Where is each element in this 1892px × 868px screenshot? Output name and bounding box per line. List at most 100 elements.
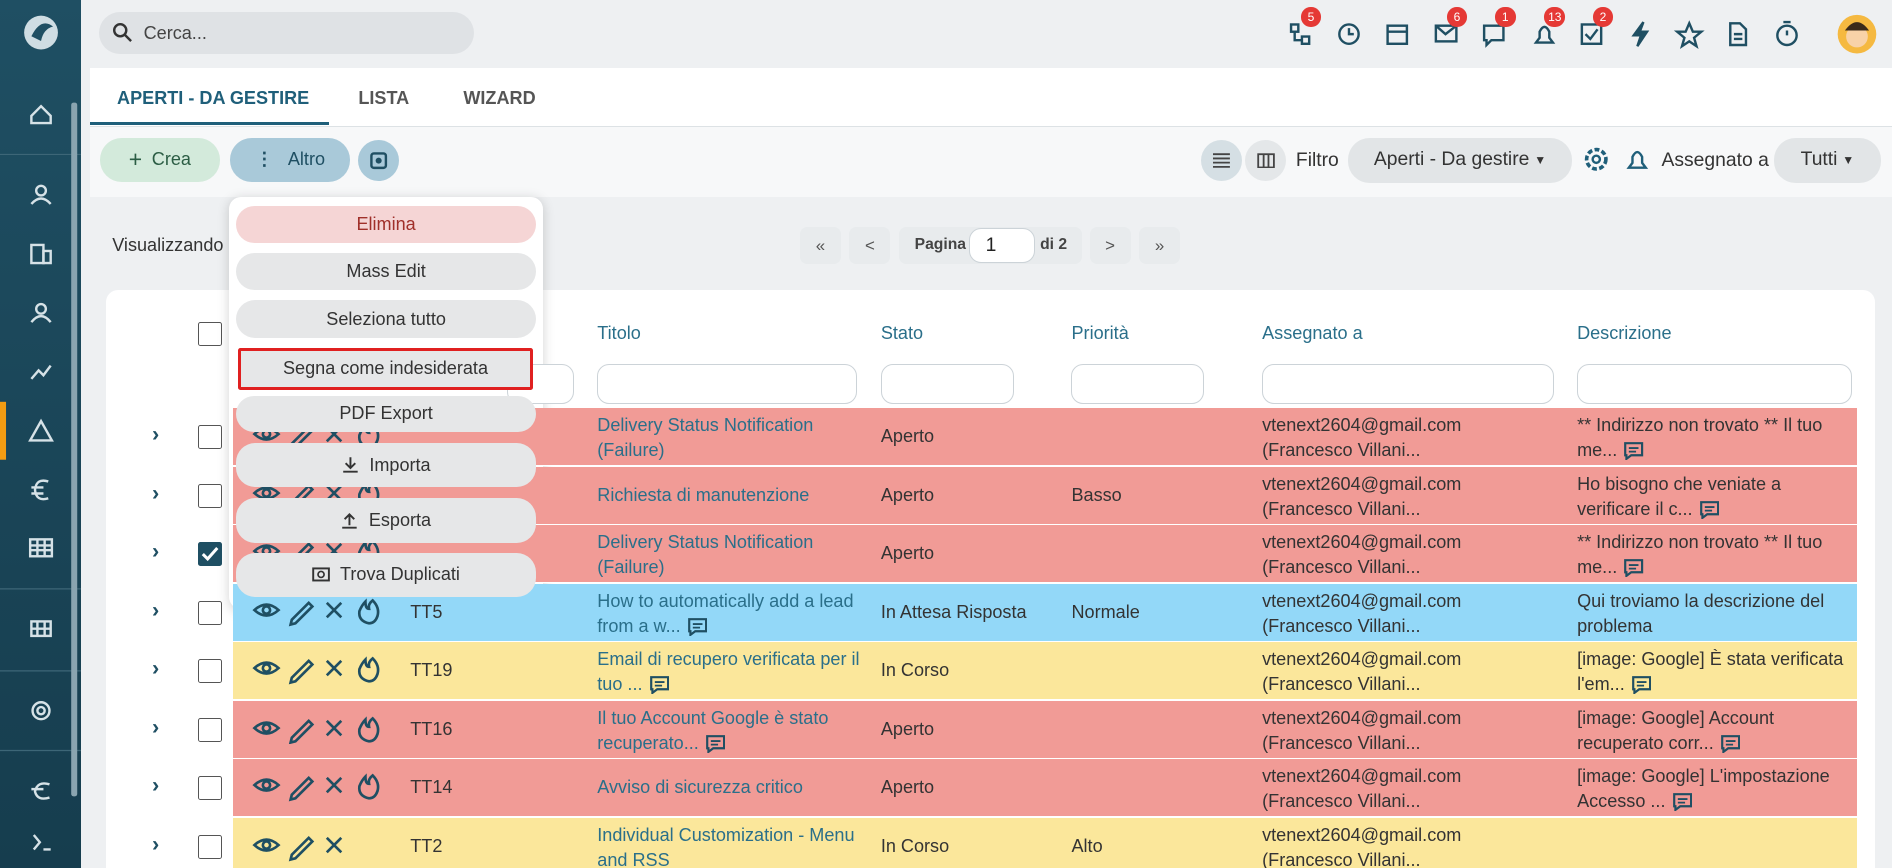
column-header[interactable]: Stato bbox=[880, 323, 924, 344]
create-label: Crea bbox=[151, 149, 191, 170]
pager-button[interactable]: « bbox=[799, 226, 841, 265]
menu-label: Mass Edit bbox=[346, 260, 426, 281]
caret: ▼ bbox=[1842, 153, 1855, 168]
cell-description: ** Indirizzo non trovato ** Il tuo me... bbox=[1577, 413, 1852, 464]
row-checkbox[interactable] bbox=[197, 658, 222, 683]
column-filter[interactable] bbox=[1262, 364, 1555, 405]
header-icons bbox=[1289, 14, 1877, 54]
ticket-number: TT5 bbox=[410, 601, 443, 622]
expand-arrow[interactable]: › bbox=[152, 421, 160, 447]
title: Avviso di sicurezza critico bbox=[597, 776, 803, 797]
tab[interactable]: APERTI - DA GESTIRE bbox=[117, 88, 310, 109]
row-checkbox[interactable] bbox=[197, 424, 222, 449]
menu-item[interactable]: Elimina bbox=[236, 206, 536, 243]
grid-view[interactable] bbox=[1245, 139, 1287, 181]
row-background bbox=[232, 758, 1857, 817]
expand-arrow[interactable]: › bbox=[152, 714, 160, 740]
menu-label: Seleziona tutto bbox=[326, 308, 446, 329]
column-filter[interactable] bbox=[1071, 364, 1205, 405]
assigned-select[interactable]: Tutti ▼ bbox=[1773, 137, 1882, 184]
column-header[interactable]: Titolo bbox=[597, 323, 641, 344]
more-button[interactable]: ⋮ Altro bbox=[230, 137, 350, 183]
row-checkbox[interactable] bbox=[197, 541, 222, 566]
notification-badge: 13 bbox=[1544, 7, 1566, 27]
menu-item[interactable]: Trova Duplicati bbox=[236, 552, 536, 598]
cell-title: Il tuo Account Google è stato recuperato… bbox=[597, 706, 862, 757]
menu-item[interactable]: Mass Edit bbox=[236, 253, 536, 290]
menu-label: Trova Duplicati bbox=[340, 564, 460, 585]
status: In Corso bbox=[880, 659, 950, 680]
cell-description: [image: Google] L'impostazione Accesso .… bbox=[1577, 764, 1852, 815]
row-checkbox[interactable] bbox=[197, 834, 222, 860]
cell-assignee: vtenext2604@gmail.com (Francesco Villani… bbox=[1262, 764, 1552, 815]
status: Aperto bbox=[880, 776, 935, 797]
list-view[interactable] bbox=[1200, 139, 1242, 181]
tab[interactable]: WIZARD bbox=[463, 88, 536, 109]
menu-item[interactable]: PDF Export bbox=[236, 395, 536, 432]
row-actions bbox=[252, 598, 380, 627]
expand-arrow[interactable]: › bbox=[152, 538, 160, 564]
expand-arrow[interactable]: › bbox=[152, 655, 160, 681]
column-filter[interactable] bbox=[880, 364, 1014, 405]
expand-arrow[interactable]: › bbox=[152, 772, 160, 798]
column-header[interactable]: Descrizione bbox=[1577, 323, 1672, 344]
cell-title: Individual Customization - Menu and RSS bbox=[597, 823, 862, 868]
select-all-checkbox[interactable] bbox=[197, 322, 222, 347]
comment-icon bbox=[1624, 558, 1644, 578]
description: ** Indirizzo non trovato ** Il tuo me... bbox=[1577, 531, 1823, 578]
title: How to automatically add a lead from a w… bbox=[597, 590, 854, 637]
assignee: vtenext2604@gmail.com (Francesco Villani… bbox=[1262, 648, 1462, 695]
column-header[interactable]: Assegnato a bbox=[1262, 323, 1363, 344]
dots: ⋮ bbox=[255, 149, 274, 170]
row-checkbox[interactable] bbox=[197, 717, 222, 743]
menu-item[interactable]: Seleziona tutto bbox=[236, 300, 536, 338]
expand-arrow[interactable]: › bbox=[152, 480, 160, 506]
search-box[interactable]: Cerca... bbox=[98, 12, 475, 55]
expand-arrow[interactable]: › bbox=[152, 831, 160, 857]
row-checkbox[interactable] bbox=[197, 600, 222, 626]
column-filter[interactable] bbox=[1577, 364, 1853, 405]
cell-assignee: vtenext2604@gmail.com (Francesco Villani… bbox=[1262, 706, 1552, 757]
menu-item[interactable]: Esporta bbox=[236, 498, 536, 543]
assigned-label: Assegnato a bbox=[1661, 149, 1769, 171]
active-indicator bbox=[0, 401, 7, 460]
filter-select[interactable]: Aperti - Da gestire ▼ bbox=[1347, 137, 1573, 184]
cell-title: Delivery Status Notification (Failure) bbox=[597, 413, 862, 464]
icon-set bbox=[1289, 19, 1798, 49]
status: Aperto bbox=[880, 718, 935, 739]
pager-button[interactable]: » bbox=[1139, 226, 1181, 265]
filter-value: Aperti - Da gestire bbox=[1373, 149, 1530, 171]
expand-arrow[interactable]: › bbox=[152, 597, 160, 623]
tab[interactable]: LISTA bbox=[358, 88, 410, 109]
avatar-hair bbox=[1844, 21, 1870, 31]
column-filter[interactable] bbox=[597, 364, 857, 405]
icon bbox=[370, 152, 388, 169]
column-header[interactable]: Priorità bbox=[1071, 323, 1129, 344]
notification-badge: 2 bbox=[1592, 7, 1614, 27]
description: [image: Google] L'impostazione Accesso .… bbox=[1577, 765, 1830, 812]
sidebar bbox=[0, 0, 81, 868]
separators bbox=[0, 153, 81, 752]
row-checkbox[interactable] bbox=[197, 775, 222, 800]
comment-icon bbox=[688, 617, 708, 637]
status: Aperto bbox=[880, 542, 935, 563]
menu-label: Esporta bbox=[368, 510, 432, 531]
priority: Normale bbox=[1071, 601, 1140, 622]
menu-item[interactable]: Importa bbox=[236, 442, 536, 488]
cell-assignee: vtenext2604@gmail.com (Francesco Villani… bbox=[1262, 413, 1552, 464]
menu-icon bbox=[312, 567, 331, 582]
pager-button[interactable]: > bbox=[1089, 226, 1131, 265]
settings-button[interactable] bbox=[358, 139, 400, 181]
row-checkbox[interactable] bbox=[197, 483, 222, 508]
active-tab-underline bbox=[90, 121, 330, 126]
title: Il tuo Account Google è stato recuperato… bbox=[597, 707, 829, 754]
page-input[interactable]: 1 bbox=[968, 228, 1036, 264]
create-button[interactable]: + Crea bbox=[100, 137, 220, 183]
cell-description: [image: Google] È stata verificata l'em.… bbox=[1577, 647, 1852, 698]
pager-button[interactable]: < bbox=[849, 226, 891, 265]
description: [image: Google] Account recuperato corr.… bbox=[1577, 707, 1775, 754]
avatar-face bbox=[1846, 25, 1868, 48]
menu-item[interactable]: Segna come indesiderata bbox=[237, 347, 534, 390]
